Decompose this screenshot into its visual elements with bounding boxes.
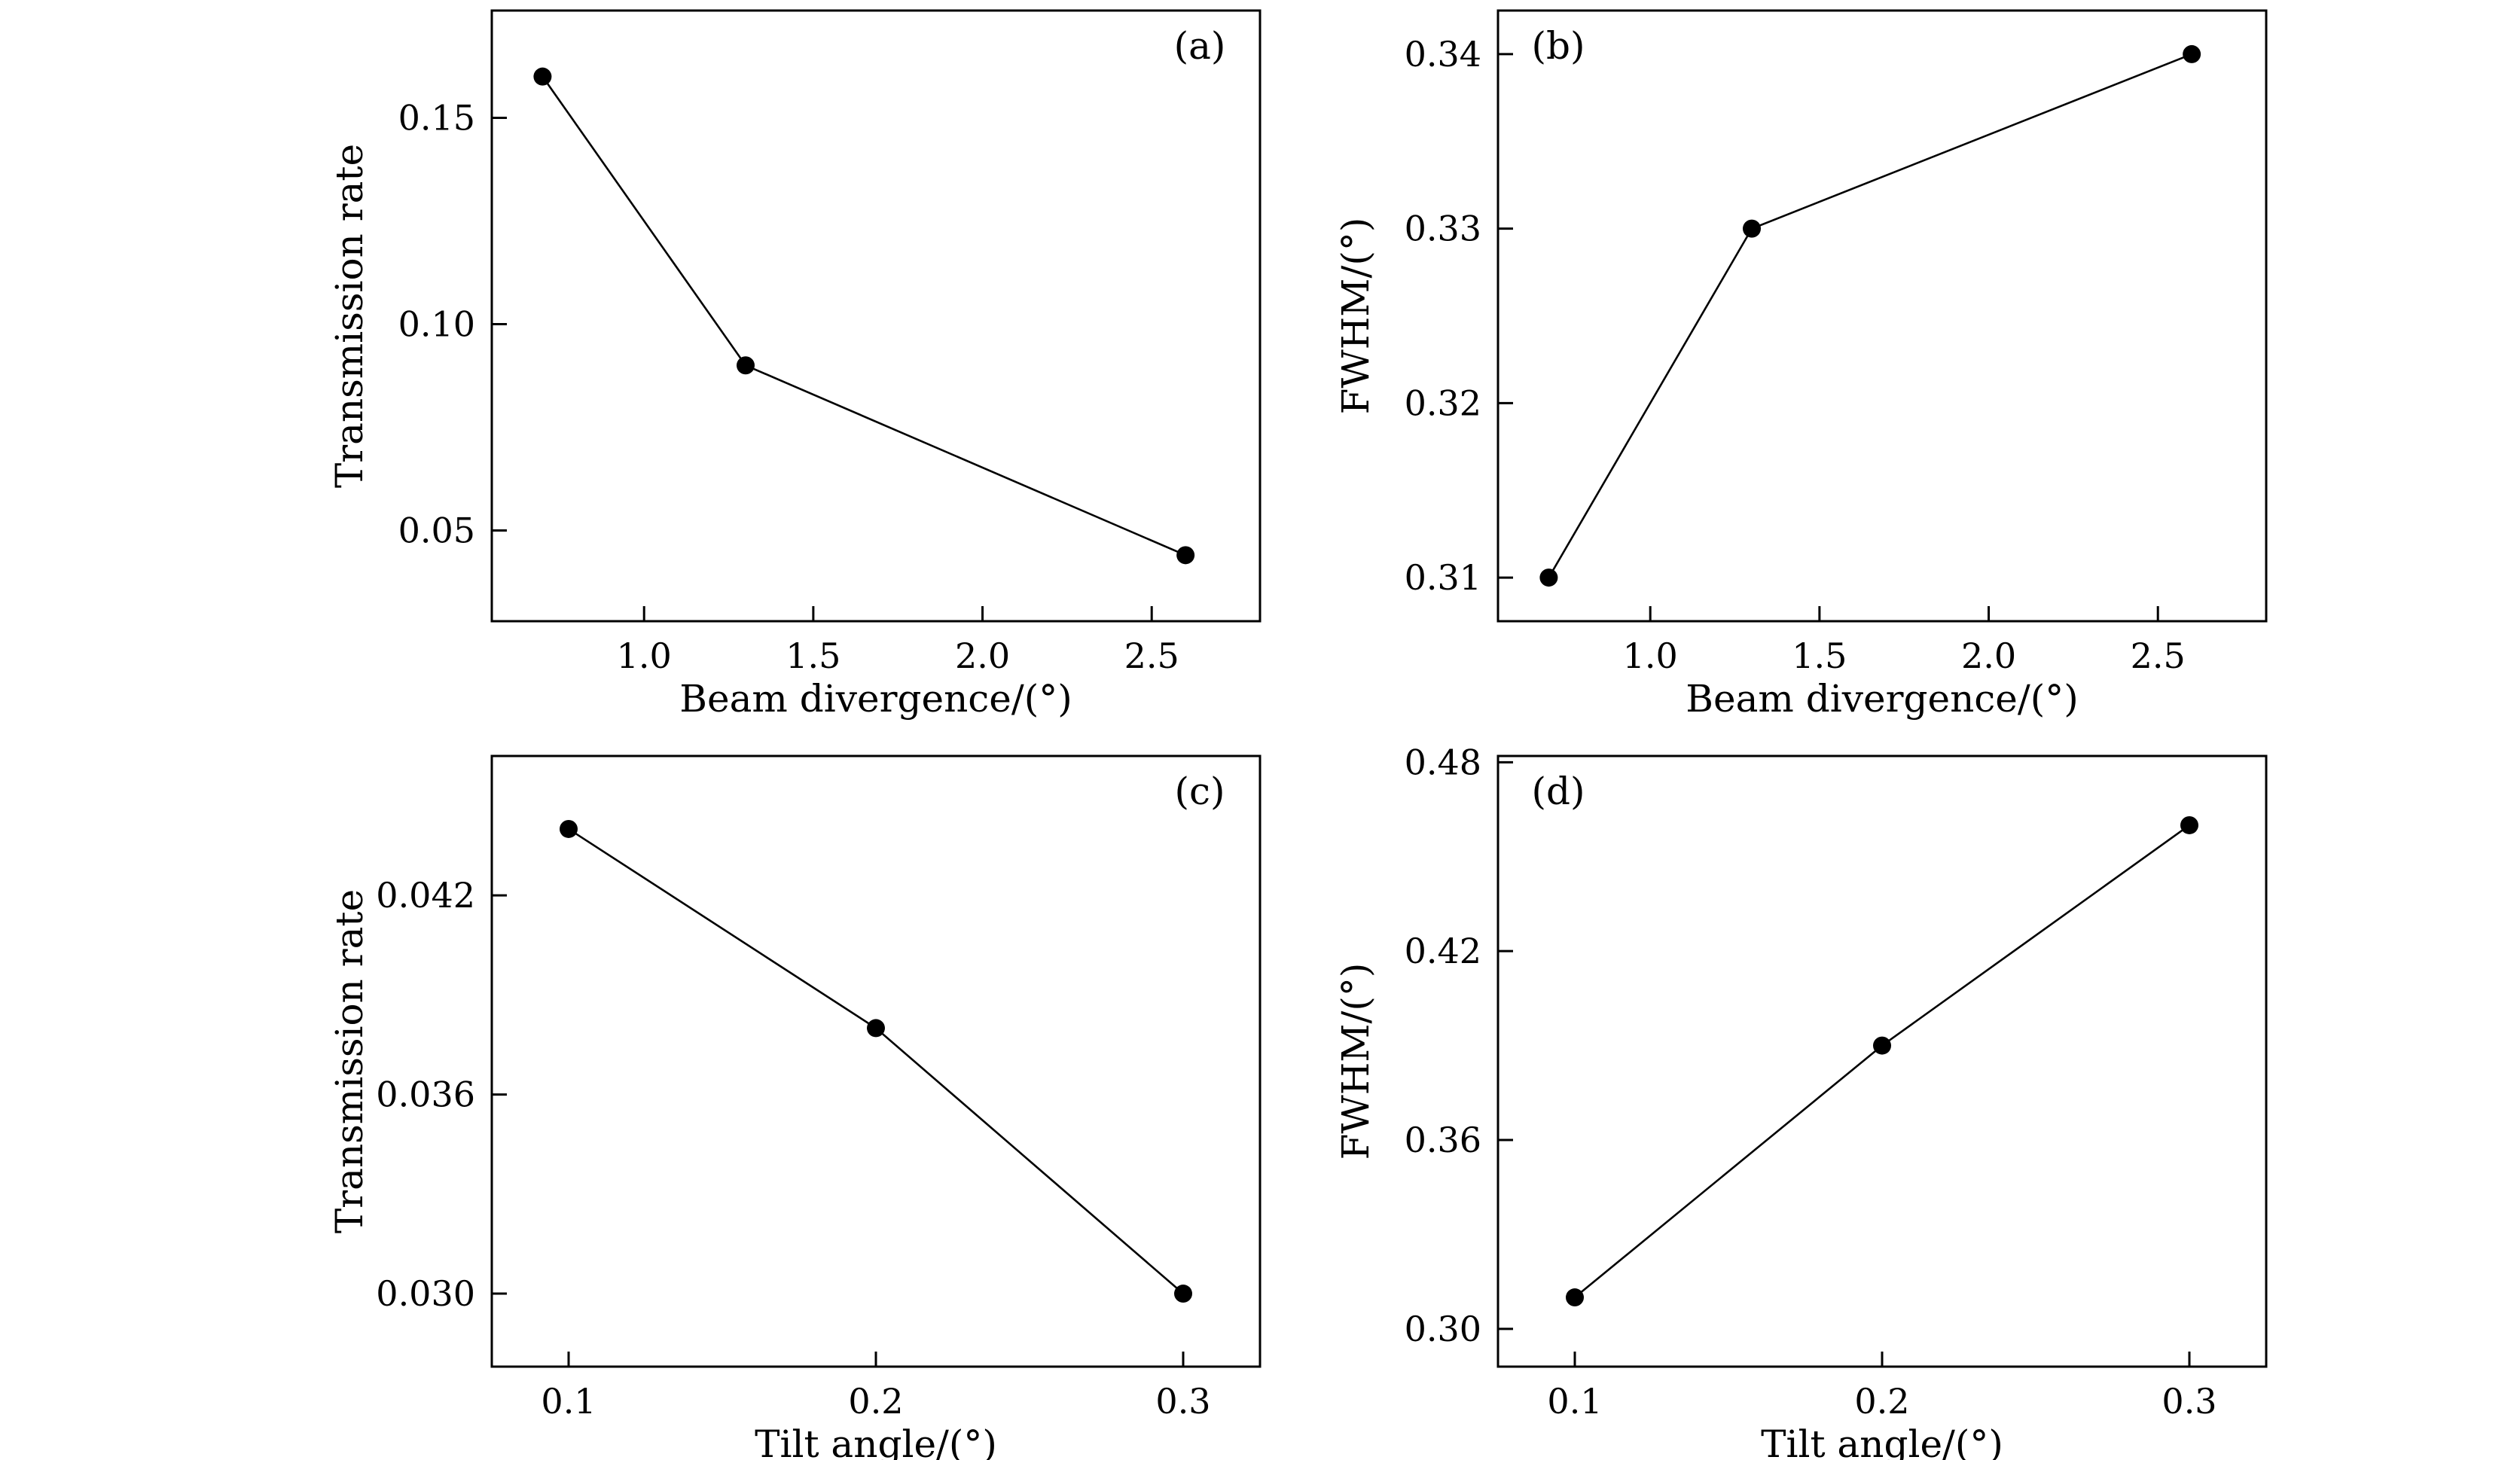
chart-svg-a: 1.0 1.5 2.0 2.5 0.05 0.10 0.15 Beam divergence/… bbox=[328, 9, 1262, 721]
y-tick-label: 0.33 bbox=[1405, 209, 1481, 249]
chart-svg-c: 0.1 0.2 0.3 0.030 0.036 0.042 Tilt angle/(°) Tr… bbox=[328, 754, 1262, 1460]
x-tick-label: 1.0 bbox=[1623, 636, 1678, 676]
x-tick-label: 1.5 bbox=[1792, 636, 1847, 676]
y-tick-label: 0.31 bbox=[1405, 557, 1481, 598]
data-point bbox=[1743, 219, 1762, 238]
data-point bbox=[737, 356, 755, 375]
y-tick-label: 0.10 bbox=[398, 303, 475, 344]
x-axis-label: Tilt angle/(°) bbox=[755, 1422, 997, 1460]
data-point bbox=[533, 67, 552, 86]
data-point bbox=[1539, 568, 1558, 587]
x-axis-label: Beam divergence/(°) bbox=[1686, 677, 2078, 721]
chart-svg-d: 0.1 0.2 0.3 0.30 0.36 0.42 0.48 Tilt angle/(°) F… bbox=[1334, 742, 2268, 1460]
x-tick-label: 1.0 bbox=[617, 636, 672, 676]
panel-label: (c) bbox=[1174, 770, 1225, 813]
y-tick-label: 0.036 bbox=[376, 1074, 475, 1115]
panel-label: (d) bbox=[1531, 770, 1585, 813]
x-tick-label: 0.3 bbox=[2162, 1381, 2216, 1422]
chart-panel-d: 0.1 0.2 0.3 0.30 0.36 0.42 0.48 Tilt angle/(°) F… bbox=[1321, 742, 2293, 1460]
x-tick-label: 0.2 bbox=[1854, 1381, 1909, 1422]
series-line bbox=[568, 828, 1184, 1295]
y-axis-label: Transmission rate bbox=[328, 889, 371, 1233]
chart-panel-b: 1.0 1.5 2.0 2.5 0.31 0.32 0.33 0.34 Beam diverge… bbox=[1321, 0, 2293, 749]
x-tick-label: 0.1 bbox=[1547, 1381, 1602, 1422]
data-point bbox=[1566, 1288, 1584, 1307]
x-tick-label: 0.1 bbox=[541, 1381, 596, 1422]
chart-svg-b: 1.0 1.5 2.0 2.5 0.31 0.32 0.33 0.34 Beam diverge… bbox=[1334, 9, 2268, 721]
y-tick-label: 0.05 bbox=[398, 510, 475, 550]
x-tick-label: 0.3 bbox=[1155, 1381, 1210, 1422]
y-tick-label: 0.32 bbox=[1405, 383, 1481, 423]
series-line bbox=[1548, 53, 2192, 578]
y-tick-label: 0.42 bbox=[1405, 931, 1481, 971]
chart-panel-c: 0.1 0.2 0.3 0.030 0.036 0.042 Tilt angle/(°) Tr… bbox=[315, 745, 1286, 1460]
x-tick-label: 2.0 bbox=[1961, 636, 2016, 676]
series-line bbox=[1574, 824, 2190, 1299]
data-point bbox=[2183, 44, 2201, 63]
x-tick-label: 2.0 bbox=[955, 636, 1010, 676]
y-tick-label: 0.042 bbox=[376, 875, 475, 916]
x-tick-label: 0.2 bbox=[848, 1381, 903, 1422]
data-point bbox=[1176, 546, 1195, 565]
y-tick-label: 0.34 bbox=[1405, 34, 1481, 75]
y-tick-label: 0.36 bbox=[1405, 1120, 1481, 1160]
y-axis-label: FWHM/(°) bbox=[1334, 963, 1377, 1160]
chart-panel-a: 1.0 1.5 2.0 2.5 0.05 0.10 0.15 Beam divergence/… bbox=[315, 0, 1286, 749]
y-axis-label: FWHM/(°) bbox=[1334, 218, 1377, 415]
data-point bbox=[1873, 1036, 1891, 1055]
x-axis-label: Tilt angle/(°) bbox=[1761, 1422, 2003, 1460]
plot-frame bbox=[1496, 9, 2268, 623]
x-axis-label: Beam divergence/(°) bbox=[679, 677, 1072, 721]
y-axis-label: Transmission rate bbox=[328, 144, 371, 488]
y-tick-label: 0.030 bbox=[376, 1273, 475, 1314]
data-point bbox=[1174, 1285, 1192, 1303]
plot-frame bbox=[490, 9, 1262, 623]
y-tick-label: 0.30 bbox=[1405, 1309, 1481, 1349]
panel-label: (b) bbox=[1531, 24, 1585, 68]
plot-frame bbox=[490, 754, 1262, 1368]
y-tick-label: 0.15 bbox=[398, 97, 475, 138]
data-point bbox=[867, 1019, 885, 1038]
data-point bbox=[2180, 815, 2198, 834]
x-tick-label: 1.5 bbox=[786, 636, 841, 676]
panel-label: (a) bbox=[1174, 24, 1226, 68]
x-tick-label: 2.5 bbox=[2131, 636, 2186, 676]
series-line bbox=[542, 75, 1186, 556]
x-tick-label: 2.5 bbox=[1124, 636, 1179, 676]
data-point bbox=[560, 819, 578, 838]
plot-frame bbox=[1496, 754, 2268, 1368]
y-tick-label: 0.48 bbox=[1405, 745, 1481, 782]
